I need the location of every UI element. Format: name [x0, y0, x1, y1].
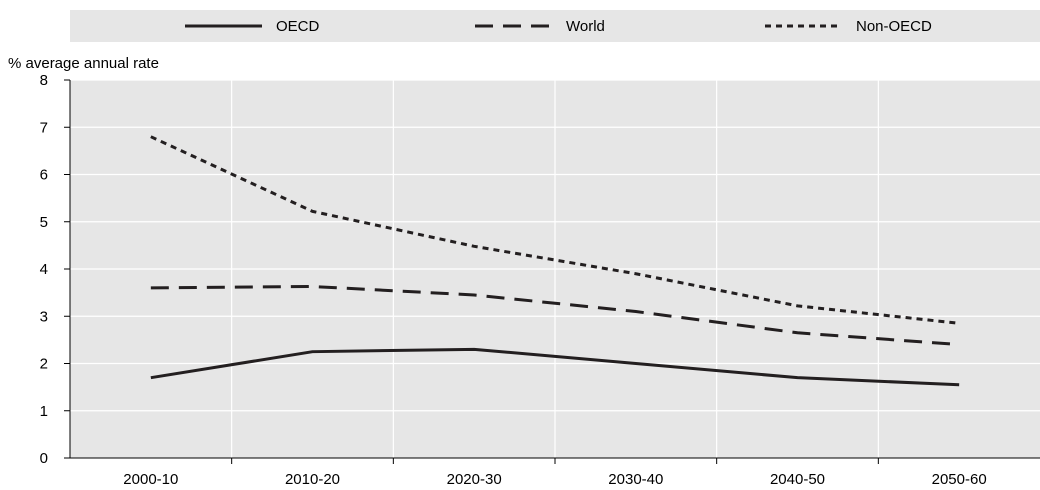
y-tick-label: 1: [40, 403, 48, 420]
series-layer: [150, 135, 960, 387]
y-tick-label: 5: [40, 214, 48, 231]
legend-label: World: [566, 18, 605, 35]
y-tick-label: 0: [40, 450, 48, 467]
gridlines: [70, 79, 1040, 458]
y-axis-title: % average annual rate: [8, 55, 159, 72]
series-line-non-oecd: [150, 135, 960, 325]
legend-label: Non-OECD: [856, 18, 932, 35]
y-tick-label: 6: [40, 167, 48, 184]
series-line-world: [150, 284, 960, 347]
y-tick-label: 3: [40, 308, 48, 325]
y-tick-label: 4: [40, 261, 48, 278]
legend: OECD World Non-OECD: [185, 18, 932, 35]
axes: [64, 79, 1040, 464]
x-tick-label: 2050-60: [932, 471, 987, 488]
y-tick-label: 7: [40, 119, 48, 136]
x-tick-label: 2010-20: [285, 471, 340, 488]
y-tick-label: 8: [40, 72, 48, 89]
x-tick-label: 2030-40: [608, 471, 663, 488]
y-tick-labels: 0 1 2 3 4 5 6 7 8: [40, 72, 48, 467]
legend-label: OECD: [276, 18, 320, 35]
y-tick-label: 2: [40, 356, 48, 373]
series-line-oecd: [150, 347, 960, 387]
x-tick-label: 2020-30: [447, 471, 502, 488]
x-tick-label: 2040-50: [770, 471, 825, 488]
x-tick-label: 2000-10: [123, 471, 178, 488]
x-tick-labels: 2000-10 2010-20 2020-30 2030-40 2040-50 2050-…: [123, 471, 986, 488]
